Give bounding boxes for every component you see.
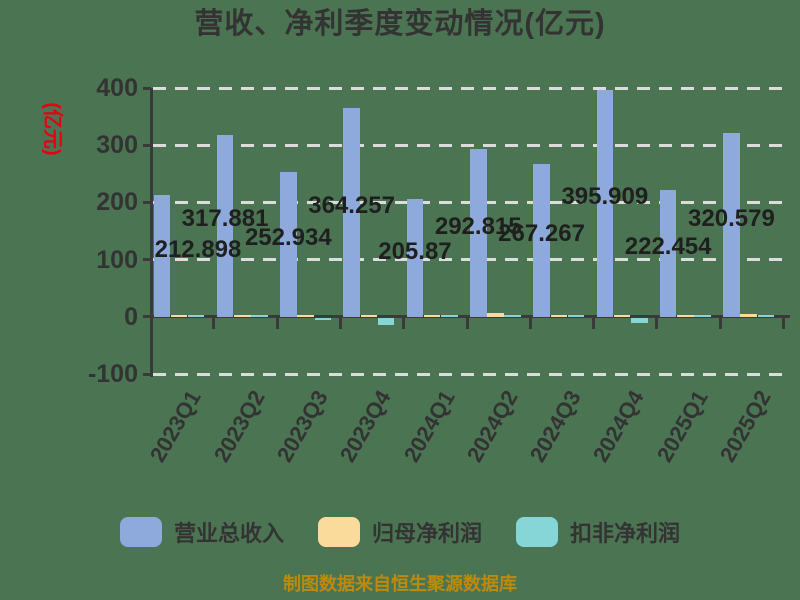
chart-title: 营收、净利季度变动情况(亿元) (194, 8, 606, 40)
x-axis-tick-5 (465, 318, 469, 330)
data-source-note: 制图数据来自恒生聚源数据库 (283, 574, 517, 594)
bar-营业总收入-2024Q3 (533, 163, 550, 317)
legend-swatch-net-profit (317, 517, 360, 547)
y-axis-line (150, 88, 153, 377)
gridline-300 (153, 143, 790, 147)
bar-归母净利润-2024Q1 (423, 315, 441, 317)
bar-扣非净利润-2023Q1 (187, 315, 205, 317)
y-tick-label-100: 100 (96, 245, 138, 274)
bar-营业总收入-2023Q2 (216, 134, 234, 317)
legend-label-net-profit: 归母净利润 (371, 521, 482, 546)
bar-扣非净利润-2023Q4 (377, 318, 395, 326)
y-tick-label-0: 0 (124, 302, 138, 331)
bar-归母净利润-2024Q4 (613, 315, 631, 317)
bar-营业总收入-2023Q4 (343, 108, 360, 317)
x-axis-tick-3 (338, 318, 342, 330)
bar-扣非净利润-2023Q3 (314, 318, 331, 320)
bar-归母净利润-2023Q4 (360, 315, 378, 317)
bar-扣非净利润-2024Q4 (631, 318, 648, 324)
y-axis-tick--100 (143, 372, 151, 376)
bar-营业总收入-2025Q2 (723, 133, 740, 317)
bar-营业总收入-2023Q1 (153, 195, 170, 317)
bar-营业总收入-2024Q1 (406, 199, 424, 317)
bar-营业总收入-2025Q1 (659, 189, 677, 317)
value-label-2025Q1: 222.454 (624, 232, 712, 260)
x-axis-tick-2 (275, 318, 279, 330)
legend-item-non-gaap-profit: 扣非净利润 (516, 516, 680, 548)
value-label-2023Q1: 212.898 (154, 235, 242, 263)
bar-营业总收入-2024Q4 (596, 90, 614, 317)
gridline--100 (153, 372, 790, 376)
x-axis-tick-9 (718, 318, 722, 330)
bar-扣非净利润-2025Q1 (694, 315, 711, 317)
y-axis-tick-400 (143, 86, 151, 90)
x-axis-tick-4 (402, 318, 406, 330)
bar-归母净利润-2025Q1 (677, 314, 694, 317)
x-axis-tick-6 (528, 318, 532, 330)
legend-label-non-gaap-profit: 扣非净利润 (570, 521, 681, 546)
x-axis-line (150, 315, 790, 319)
y-tick-label-300: 300 (96, 131, 138, 160)
bar-扣非净利润-2023Q2 (251, 315, 268, 317)
bar-归母净利润-2024Q3 (550, 315, 567, 317)
legend: 营业总收入 归母净利润 扣非净利润 (0, 516, 800, 548)
bar-扣非净利润-2025Q2 (757, 315, 775, 317)
value-label-2023Q2: 317.881 (181, 205, 269, 233)
legend-item-total-revenue: 营业总收入 (119, 516, 284, 548)
value-label-2024Q3: 267.267 (498, 219, 585, 247)
y-axis-tick-200 (143, 200, 151, 204)
legend-swatch-total-revenue (119, 517, 162, 547)
bar-归母净利润-2024Q2 (487, 312, 504, 317)
y-tick-label--100: -100 (87, 360, 138, 388)
x-axis-tick-7 (592, 318, 596, 330)
value-label-2025Q2: 320.579 (688, 204, 775, 232)
gridline-400 (153, 86, 790, 90)
bar-扣非净利润-2024Q3 (567, 315, 585, 317)
legend-item-net-profit: 归母净利润 (317, 516, 482, 548)
bar-归母净利润-2025Q2 (740, 313, 757, 317)
y-axis-tick-100 (143, 258, 151, 262)
value-label-2024Q4: 395.909 (561, 183, 649, 211)
x-axis-tick-1 (212, 318, 216, 330)
legend-label-total-revenue: 营业总收入 (173, 521, 284, 546)
legend-swatch-non-gaap-profit (516, 517, 558, 547)
y-tick-label-400: 400 (96, 74, 138, 102)
bar-归母净利润-2023Q2 (234, 315, 251, 317)
value-label-2023Q4: 364.257 (308, 192, 396, 220)
x-axis-tick-8 (655, 318, 659, 330)
bar-归母净利润-2023Q3 (297, 315, 314, 317)
y-axis-tick-0 (143, 315, 151, 319)
y-tick-label-200: 200 (96, 188, 138, 217)
value-label-2023Q3: 252.934 (244, 224, 332, 252)
value-label-2024Q1: 205.87 (378, 237, 452, 265)
x-axis-tick-10 (782, 318, 785, 330)
y-axis-tick-300 (143, 143, 151, 147)
bar-营业总收入-2023Q3 (280, 172, 297, 317)
bar-扣非净利润-2024Q2 (504, 315, 521, 317)
bar-归母净利润-2023Q1 (170, 314, 188, 317)
bar-营业总收入-2024Q2 (470, 149, 487, 317)
bar-扣非净利润-2024Q1 (441, 315, 458, 317)
value-label-2024Q2: 292.815 (434, 212, 522, 240)
